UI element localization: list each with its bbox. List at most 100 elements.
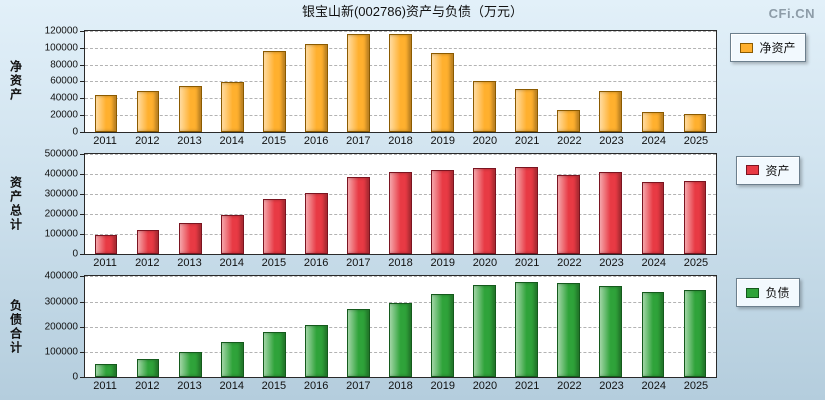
x-tick-label: 2011: [93, 134, 117, 147]
total-assets-chart: 资产总计 0 100000 200000 300000 400000 500000 201…: [6, 148, 819, 272]
x-tick-label: 2016: [303, 257, 329, 270]
liabilities-x-axis: 2011 2012 2013 2014 2015 2016 2017 2018 2019 2020…: [84, 378, 717, 394]
x-tick-label: 2019: [430, 257, 455, 270]
y-tick-mark: [80, 131, 85, 133]
y-tick-mark: [80, 254, 85, 256]
liabilities-axis-title: 负债合计: [8, 298, 23, 355]
bar-2019: [431, 169, 454, 255]
charts-container: 净资产 0 20000 40000 60000 80000 100000 120000 20…: [0, 24, 825, 400]
x-tick-label: 2022: [557, 134, 582, 147]
x-tick-label: 2023: [599, 257, 624, 270]
bar-2016: [305, 325, 328, 378]
x-tick-label: 2021: [514, 257, 540, 270]
net-assets-axis-title-col: 净资产: [6, 30, 26, 149]
net-assets-legend-label: 净资产: [759, 41, 796, 55]
x-tick-label: 2019: [430, 134, 455, 147]
y-tick-label: 100000: [44, 228, 78, 240]
liabilities-legend-swatch: [746, 287, 760, 298]
gridline: [85, 276, 716, 278]
x-tick-label: 2015: [261, 134, 287, 147]
y-tick-label: 400000: [44, 168, 78, 180]
x-tick-label: 2012: [135, 134, 160, 147]
bar-2015: [262, 198, 286, 255]
bar-2014: [220, 82, 244, 132]
x-tick-label: 2012: [135, 380, 160, 393]
bar-2018: [389, 33, 412, 132]
x-tick-label: 2025: [683, 380, 709, 393]
gridline: [85, 31, 716, 32]
bar-2021: [515, 88, 539, 132]
x-tick-label: 2023: [599, 134, 624, 147]
y-tick-label: 200000: [44, 321, 78, 333]
liabilities-legend: 负债: [736, 278, 800, 308]
bar-2023: [599, 285, 623, 378]
y-tick-label: 80000: [50, 59, 78, 71]
y-tick-label: 120000: [44, 25, 78, 37]
bar-2017: [347, 34, 370, 132]
bar-2018: [389, 171, 412, 255]
bar-2020: [473, 168, 496, 255]
bar-2021: [515, 281, 539, 378]
x-tick-label: 2025: [683, 134, 709, 147]
total-assets-legend-swatch: [746, 165, 760, 176]
x-tick-label: 2018: [388, 134, 413, 147]
gridline: [85, 153, 716, 155]
bar-2022: [557, 174, 581, 255]
x-tick-label: 2014: [219, 380, 244, 393]
x-tick-label: 2011: [93, 257, 117, 270]
bar-2012: [136, 358, 160, 378]
header: 银宝山新(002786)资产与负债（万元） CFi.CN: [0, 0, 825, 24]
x-tick-label: 2024: [641, 380, 666, 393]
page-title: 银宝山新(002786)资产与负债（万元）: [301, 4, 524, 19]
gridline: [85, 301, 716, 303]
x-tick-label: 2022: [557, 257, 582, 270]
x-tick-label: 2013: [177, 257, 202, 270]
y-tick-mark: [80, 301, 85, 303]
x-tick-label: 2015: [261, 257, 287, 270]
bar-2023: [599, 171, 623, 255]
net-assets-axis-title: 净资产: [8, 60, 23, 103]
x-tick-label: 2016: [303, 380, 329, 393]
y-tick-mark: [80, 234, 85, 236]
bar-2016: [305, 192, 328, 255]
x-tick-label: 2023: [599, 380, 624, 393]
total-assets-x-axis: 2011 2012 2013 2014 2015 2016 2017 2018 2019 2020…: [84, 255, 717, 271]
y-tick-mark: [80, 31, 85, 32]
liabilities-axis-title-col: 负债合计: [6, 275, 26, 394]
y-tick-mark: [80, 173, 85, 175]
net-assets-legend: 净资产: [730, 33, 806, 62]
bar-2012: [136, 230, 160, 255]
x-tick-label: 2013: [177, 380, 202, 393]
x-tick-label: 2014: [219, 257, 244, 270]
y-tick-mark: [80, 214, 85, 216]
total-assets-legend-col: 资产: [717, 153, 819, 272]
bar-2025: [683, 290, 707, 378]
net-assets-legend-col: 净资产: [717, 30, 819, 149]
x-tick-label: 2017: [346, 380, 371, 393]
liabilities-plot-col: 0 100000 200000 300000 400000 2011 2012 2013 20…: [45, 271, 717, 394]
y-tick-mark: [80, 98, 85, 100]
y-tick-label: 0: [72, 371, 78, 383]
liabilities-legend-label: 负债: [765, 286, 790, 301]
total-assets-axis-title-col: 资产总计: [6, 153, 26, 272]
y-tick-mark: [80, 64, 85, 66]
y-tick-mark: [80, 47, 85, 49]
x-tick-label: 2020: [472, 134, 498, 147]
liabilities-legend-col: 负债: [717, 275, 819, 394]
bar-2011: [94, 94, 118, 132]
x-tick-label: 2020: [472, 380, 498, 393]
x-tick-label: 2017: [346, 134, 371, 147]
y-tick-mark: [80, 351, 85, 353]
y-tick-mark: [80, 377, 85, 379]
bar-2015: [262, 332, 286, 378]
bar-2022: [557, 283, 581, 378]
x-tick-label: 2021: [514, 134, 540, 147]
x-tick-label: 2024: [641, 134, 666, 147]
bar-2019: [431, 294, 454, 378]
net-assets-plot-col: 0 20000 40000 60000 80000 100000 120000 2011 20…: [45, 26, 717, 149]
bar-2024: [641, 181, 665, 255]
bar-2014: [220, 215, 244, 255]
x-tick-label: 2013: [177, 134, 202, 147]
x-tick-label: 2016: [303, 134, 329, 147]
